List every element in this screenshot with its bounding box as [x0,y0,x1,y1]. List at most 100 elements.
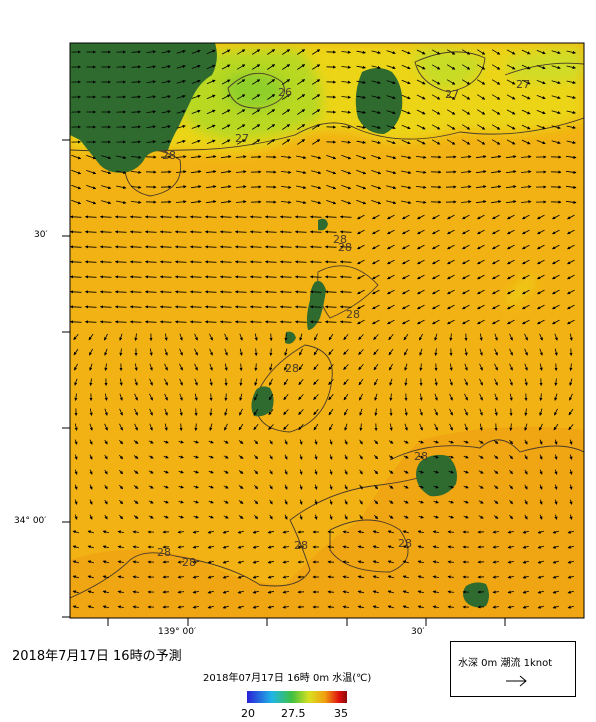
current-vector [521,94,531,100]
current-vector [146,140,157,144]
current-vector [401,64,411,70]
land-kozushima [251,386,274,417]
current-vector [264,260,277,264]
current-vector [372,319,380,325]
current-vector [417,214,425,220]
current-vector [86,155,97,160]
current-vector [144,230,157,234]
current-vector [299,348,303,356]
current-vector [223,470,229,474]
current-vector [174,275,187,279]
current-vector [419,363,423,372]
current-vector [566,65,576,69]
current-vector [220,185,232,189]
current-vector [551,95,561,100]
current-vector [524,363,528,371]
current-vector [89,499,93,505]
current-vector [403,500,409,504]
current-vector [269,439,273,445]
current-vector [264,275,277,279]
current-vector [251,94,261,100]
current-vector [206,49,216,55]
current-vector [314,454,318,460]
current-vector [358,334,364,340]
current-vector [554,484,558,490]
current-vector [507,289,515,295]
current-vector [239,363,243,372]
current-vector [74,499,78,505]
current-vector [254,484,259,490]
current-vector [462,259,470,265]
current-vector [297,124,306,130]
current-vector [253,408,259,416]
current-vector [129,320,142,324]
current-vector [149,393,153,401]
current-vector [389,378,393,386]
current-vector [404,378,408,387]
current-vector [403,515,409,519]
current-vector [359,499,363,505]
current-vector [356,140,366,144]
current-vector [279,245,292,249]
current-vector [224,363,228,371]
current-vector [174,260,187,264]
current-vector [491,64,501,70]
colorbar-title: 2018年07月17日 16時 0m 水温(℃) [203,673,372,684]
current-vector [386,110,396,115]
current-vector [387,214,395,220]
current-vector [371,80,381,85]
current-vector [507,214,515,220]
current-vector [329,484,333,490]
current-vector [284,499,288,505]
current-vector [282,94,291,100]
current-vector [417,244,425,250]
current-vector [314,514,318,520]
contour-label: 28 [182,556,196,569]
current-vector [339,290,352,294]
current-vector [479,363,483,371]
current-vector [223,515,229,519]
current-vector [220,200,232,204]
current-vector [492,229,500,235]
current-vector [507,319,515,325]
current-vector [279,230,292,234]
current-vector [99,305,112,309]
current-vector [479,393,483,401]
current-vector [129,305,142,309]
current-vector [114,290,127,294]
current-vector [159,290,172,294]
current-vector [161,50,171,54]
current-vector [269,333,273,342]
current-vector [206,94,216,100]
current-vector [339,305,352,309]
current-vector [249,290,262,294]
current-vector [358,349,364,355]
current-vector [509,484,513,490]
current-vector [329,469,333,475]
current-vector [159,305,172,309]
current-vector [432,289,440,295]
current-vector [505,200,517,204]
current-vector [447,274,455,280]
current-vector [554,454,558,460]
current-vector [551,140,561,145]
current-vector [114,320,127,324]
contour-label: 28 [294,539,308,552]
current-vector [386,140,396,145]
current-vector [344,499,348,505]
current-vector [70,260,82,264]
current-vector [416,124,426,130]
current-vector [223,485,229,489]
current-vector [524,499,528,505]
current-vector [520,200,532,204]
current-vector [569,469,573,475]
current-vector [284,363,288,371]
current-vector [446,49,456,55]
current-vector [309,320,322,324]
current-vector [190,200,202,204]
current-vector [282,139,291,145]
current-vector [119,439,124,445]
current-vector [341,50,352,54]
current-vector [297,139,306,145]
current-vector [386,80,396,85]
